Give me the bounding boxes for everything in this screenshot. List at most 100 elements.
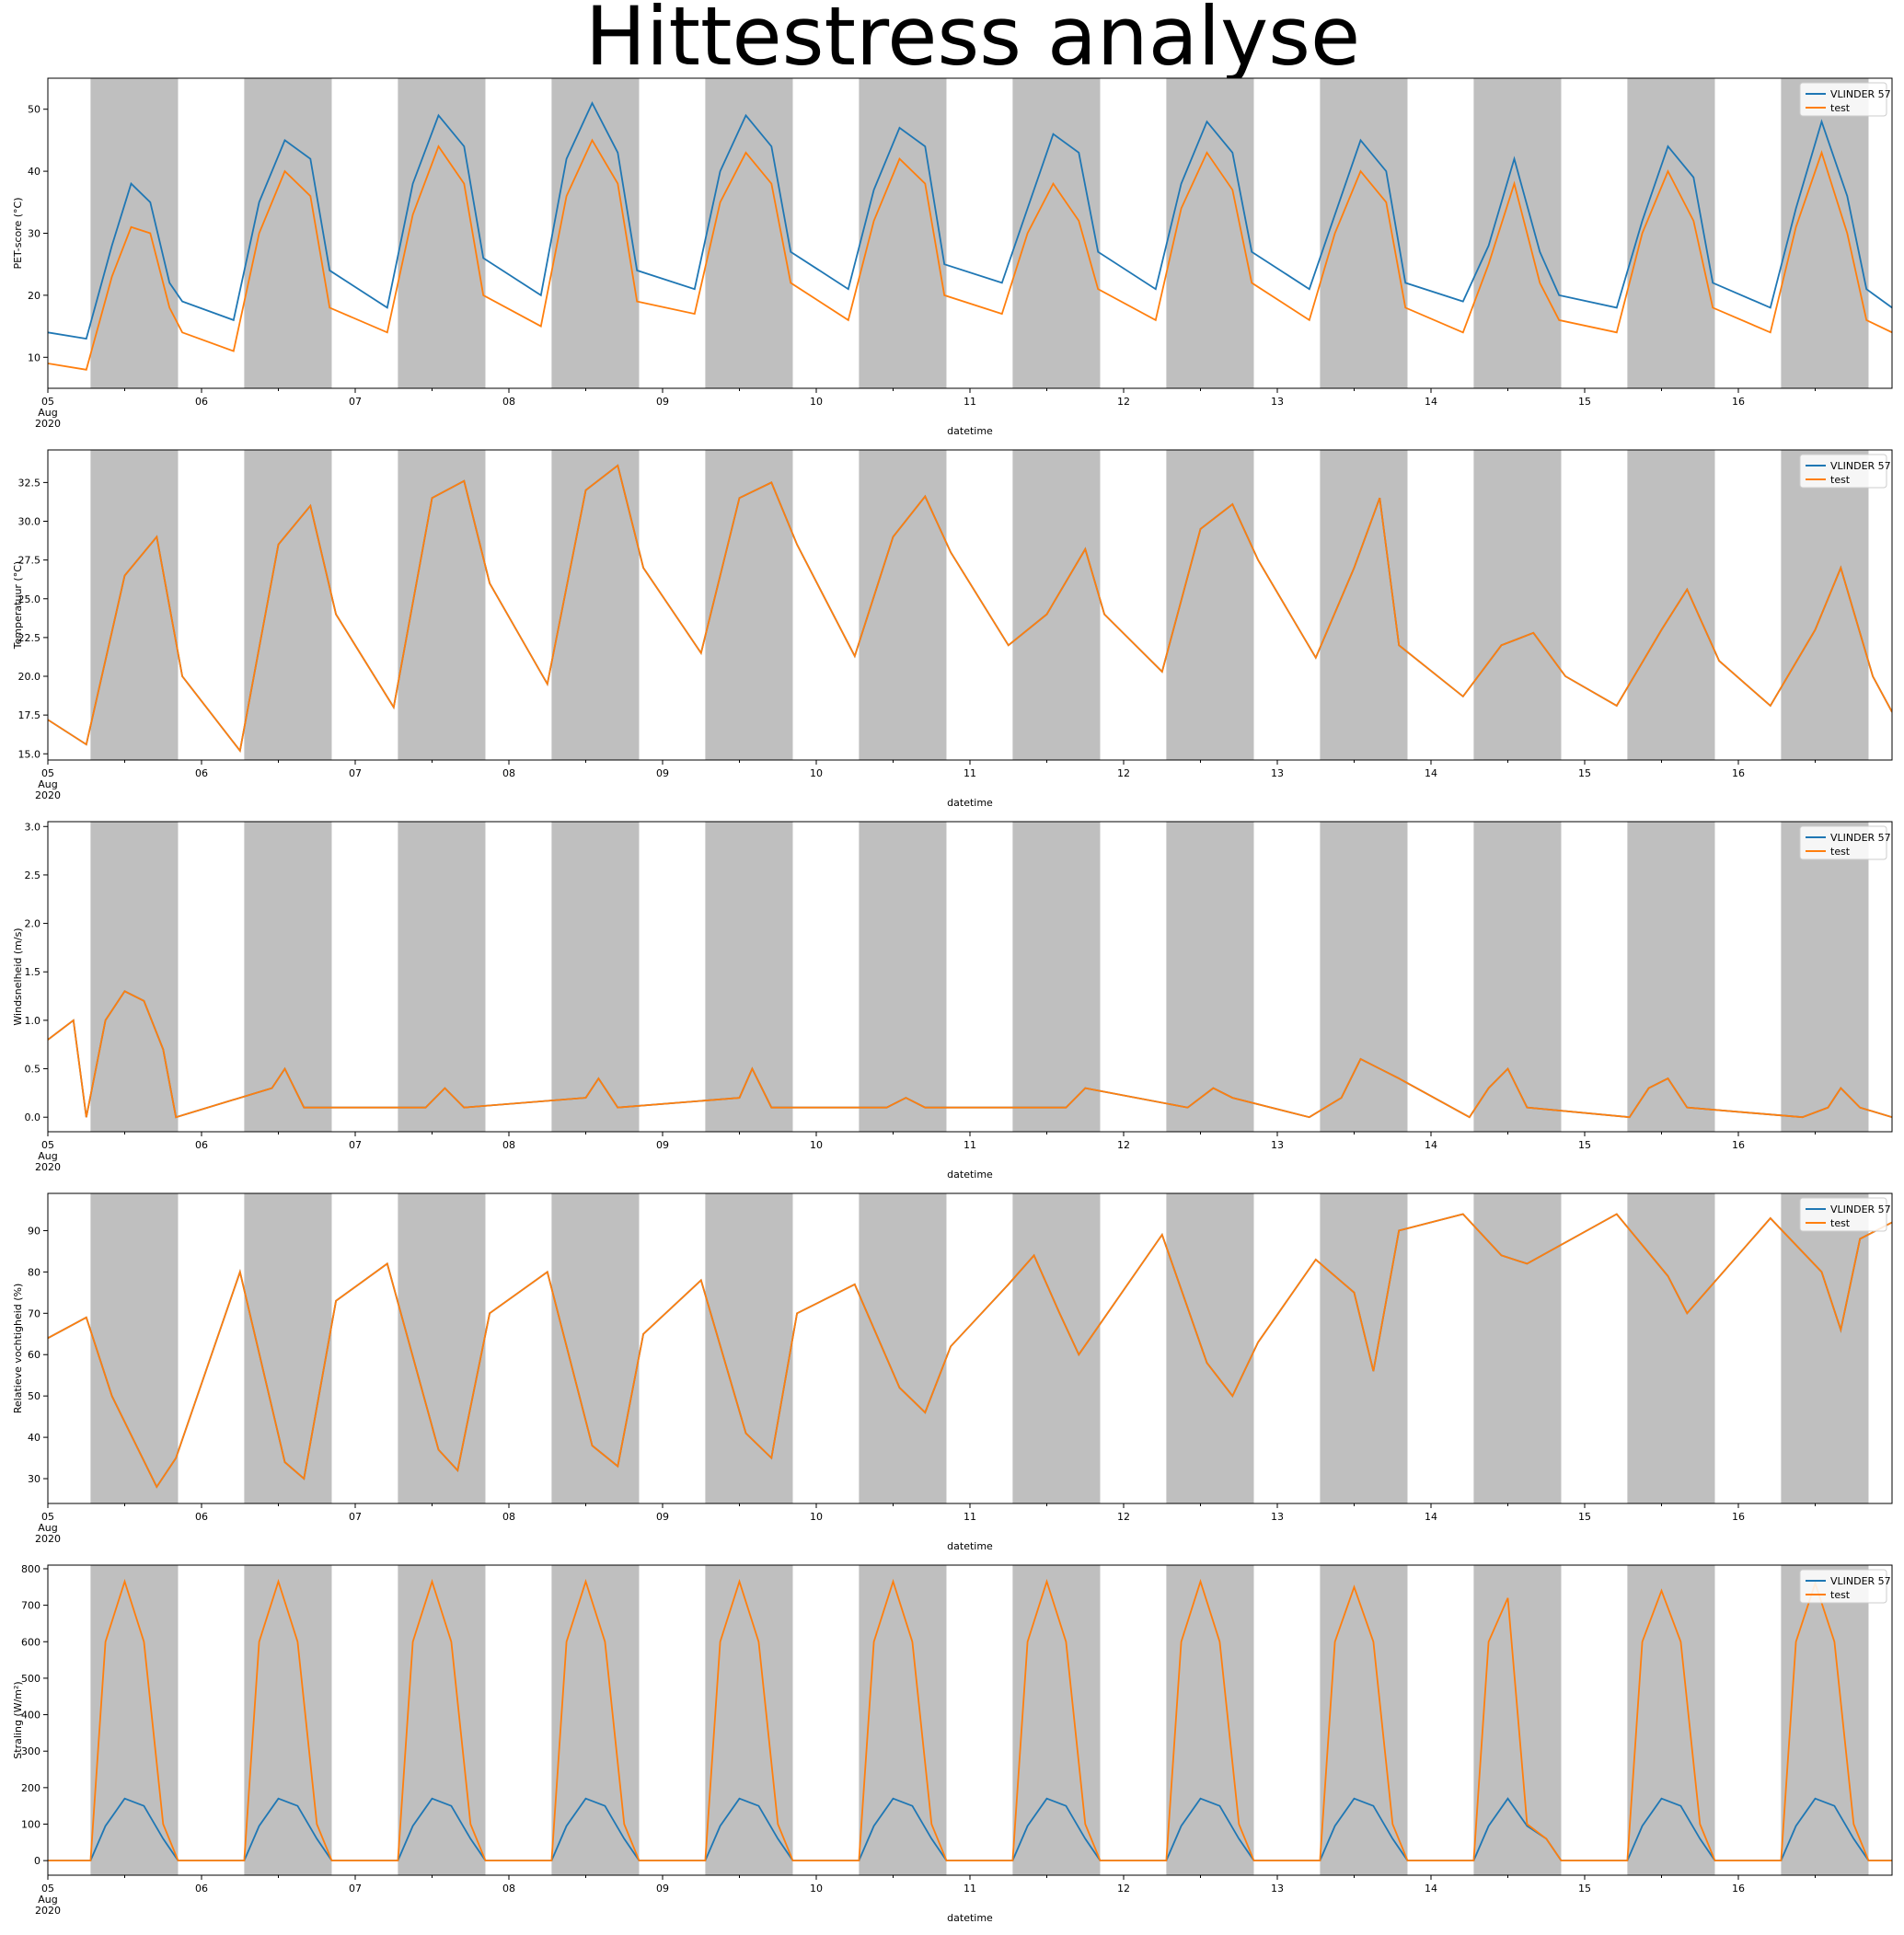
y-tick-label: 90 <box>28 1225 40 1237</box>
shade-band <box>90 822 179 1132</box>
x-tick-label: 08 <box>502 1511 515 1523</box>
panel-2: 15.0 17.5 20.0 22.5 25.0 27.5 30.0 32.5 Temperat… <box>12 449 1893 809</box>
y-tick-label: 27.5 <box>18 555 41 567</box>
legend: VLINDER 57 test <box>1799 825 1891 860</box>
x-tick-label: 15 <box>1578 1511 1591 1523</box>
x-tick-label: 15 <box>1578 396 1591 408</box>
x-axis-label: datetime <box>947 1912 993 1924</box>
x-tick-label: 13 <box>1271 1883 1284 1895</box>
panel-3: 0.0 0.5 1.0 1.5 2.0 2.5 3.0 Windsnelheid (m/s) 0… <box>12 821 1893 1181</box>
legend: VLINDER 57 test <box>1799 1569 1891 1604</box>
x-tick-label: 07 <box>349 396 362 408</box>
series-line-vlinder <box>48 100 1892 340</box>
y-tick-label: 40 <box>28 166 40 178</box>
shade-band <box>1320 78 1408 388</box>
shade-band <box>90 450 179 760</box>
x-tick-label: 16 <box>1732 1883 1745 1895</box>
x-tick-label: 06 <box>195 396 208 408</box>
x-tick-label: 12 <box>1117 767 1130 779</box>
y-tick-label: 2.5 <box>25 870 41 881</box>
x-tick-label: 2020 <box>35 418 61 430</box>
x-tick-label: 13 <box>1271 1139 1284 1151</box>
shade-band <box>1012 450 1101 760</box>
y-tick-label: 10 <box>28 351 40 363</box>
x-tick-label: 14 <box>1425 1511 1437 1523</box>
y-tick-label: 3.0 <box>25 821 41 833</box>
y-tick-label: 22.5 <box>18 632 41 644</box>
x-tick-label: 08 <box>502 767 515 779</box>
x-tick-label: 2020 <box>35 1533 61 1545</box>
x-tick-label: 07 <box>349 1139 362 1151</box>
shade-band <box>551 78 640 388</box>
x-tick-label: 14 <box>1425 1139 1437 1151</box>
y-axis-label: Windsnelheid (m/s) <box>12 927 24 1025</box>
x-tick-label: 06 <box>195 1883 208 1895</box>
y-tick-label: 2.0 <box>25 918 41 930</box>
x-tick-label: 08 <box>502 1139 515 1151</box>
x-tick-label: 06 <box>195 1139 208 1151</box>
x-tick-label: 2020 <box>35 1161 61 1173</box>
shade-band <box>244 822 332 1132</box>
legend-label: test <box>1830 474 1851 486</box>
legend-label: VLINDER 57 <box>1830 460 1891 472</box>
x-tick-label: 11 <box>964 1511 976 1523</box>
x-tick-label: 10 <box>810 1139 823 1151</box>
x-axis-label: datetime <box>947 1540 993 1552</box>
shade-band <box>551 450 640 760</box>
x-tick-label: 05 <box>41 1883 54 1895</box>
series-line-test <box>48 1578 1892 1861</box>
x-tick-label: 10 <box>810 396 823 408</box>
x-tick-label: 2020 <box>35 789 61 801</box>
x-tick-label: 07 <box>349 1511 362 1523</box>
shade-band <box>398 450 486 760</box>
shade-band <box>859 1193 947 1503</box>
legend-label: VLINDER 57 <box>1830 1204 1891 1215</box>
panel-4: 30 40 50 60 70 80 90 Relatieve vochtigheid (%) 0… <box>12 1192 1893 1552</box>
x-tick-label: 2020 <box>35 1905 61 1917</box>
y-tick-label: 60 <box>28 1349 40 1361</box>
x-tick-label: 10 <box>810 767 823 779</box>
y-tick-label: 700 <box>21 1600 40 1612</box>
shade-band <box>90 78 179 388</box>
x-tick-label: 12 <box>1117 396 1130 408</box>
y-tick-label: 400 <box>21 1710 40 1722</box>
shade-band <box>1012 822 1101 1132</box>
y-tick-label: 1.5 <box>25 966 41 978</box>
x-axis-label: datetime <box>947 425 993 437</box>
x-tick-label: 14 <box>1425 396 1437 408</box>
x-tick-label: 16 <box>1732 396 1745 408</box>
shade-band <box>705 1193 793 1503</box>
x-tick-label: 15 <box>1578 1883 1591 1895</box>
shade-band <box>398 822 486 1132</box>
x-tick-label: 11 <box>964 767 976 779</box>
x-tick-label: 16 <box>1732 1139 1745 1151</box>
x-tick-label: 12 <box>1117 1511 1130 1523</box>
x-tick-label: 16 <box>1732 767 1745 779</box>
shade-band <box>244 78 332 388</box>
legend-label: VLINDER 57 <box>1830 832 1891 844</box>
x-tick-label: 16 <box>1732 1511 1745 1523</box>
y-tick-label: 800 <box>21 1563 40 1575</box>
legend-label: VLINDER 57 <box>1830 88 1891 100</box>
y-axis-label: Relatieve vochtigheid (%) <box>12 1284 24 1414</box>
x-tick-label: 14 <box>1425 1883 1437 1895</box>
x-tick-label: Aug <box>38 778 57 790</box>
y-tick-label: 40 <box>28 1432 40 1444</box>
shade-band <box>1166 822 1254 1132</box>
legend-label: test <box>1830 1217 1851 1229</box>
legend-label: test <box>1830 846 1851 858</box>
shade-band <box>859 822 947 1132</box>
y-tick-label: 70 <box>28 1307 40 1319</box>
x-tick-label: 07 <box>349 1883 362 1895</box>
legend: VLINDER 57 test <box>1799 454 1891 489</box>
shade-band <box>1627 822 1715 1132</box>
x-tick-label: 09 <box>656 1511 669 1523</box>
shade-band <box>1320 1193 1408 1503</box>
shade-band <box>1166 78 1254 388</box>
shade-band <box>398 78 486 388</box>
x-axis-label: datetime <box>947 797 993 809</box>
shade-band <box>705 78 793 388</box>
chart-title: Hittestress analyse <box>585 0 1360 84</box>
shade-band <box>244 450 332 760</box>
